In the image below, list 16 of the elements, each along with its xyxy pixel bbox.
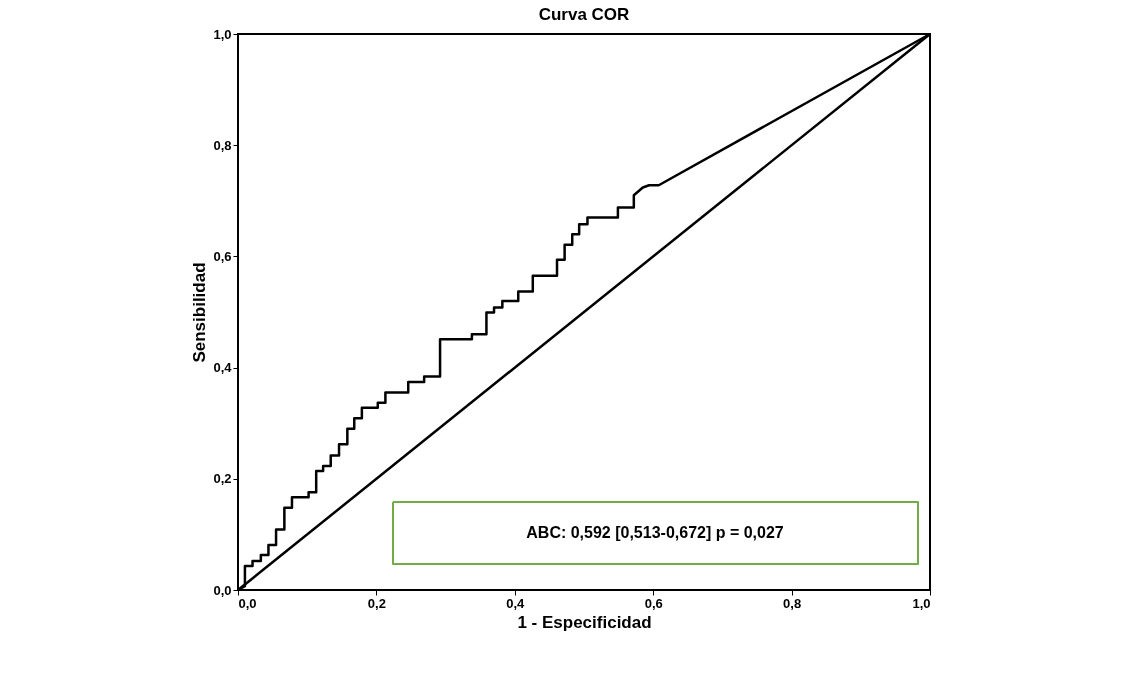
x-axis-title: 1 - Especificidad (517, 612, 652, 632)
annotation: ABC: 0,592 [0,513-0,672] p = 0,027 (526, 524, 784, 541)
y-axis-title: Sensibilidad (190, 262, 210, 363)
y-tick-label: 0,2 (213, 471, 232, 487)
x-tick-label: 0,4 (506, 595, 526, 611)
y-tick-label: 0,4 (213, 360, 233, 376)
y-tick-label: 0,0 (213, 582, 232, 598)
x-tick-label: 0,8 (783, 595, 802, 611)
chart-title: Curva COR (538, 5, 630, 24)
y-tick-label: 1,0 (213, 26, 232, 42)
y-tick-label: 0,6 (213, 248, 232, 264)
x-tick-label: 0,0 (238, 595, 257, 611)
y-tick-label: 0,8 (213, 137, 232, 153)
x-tick-label: 0,6 (644, 595, 663, 611)
x-tick-label: 0,2 (367, 595, 386, 611)
x-tick-label: 1,0 (912, 595, 931, 611)
